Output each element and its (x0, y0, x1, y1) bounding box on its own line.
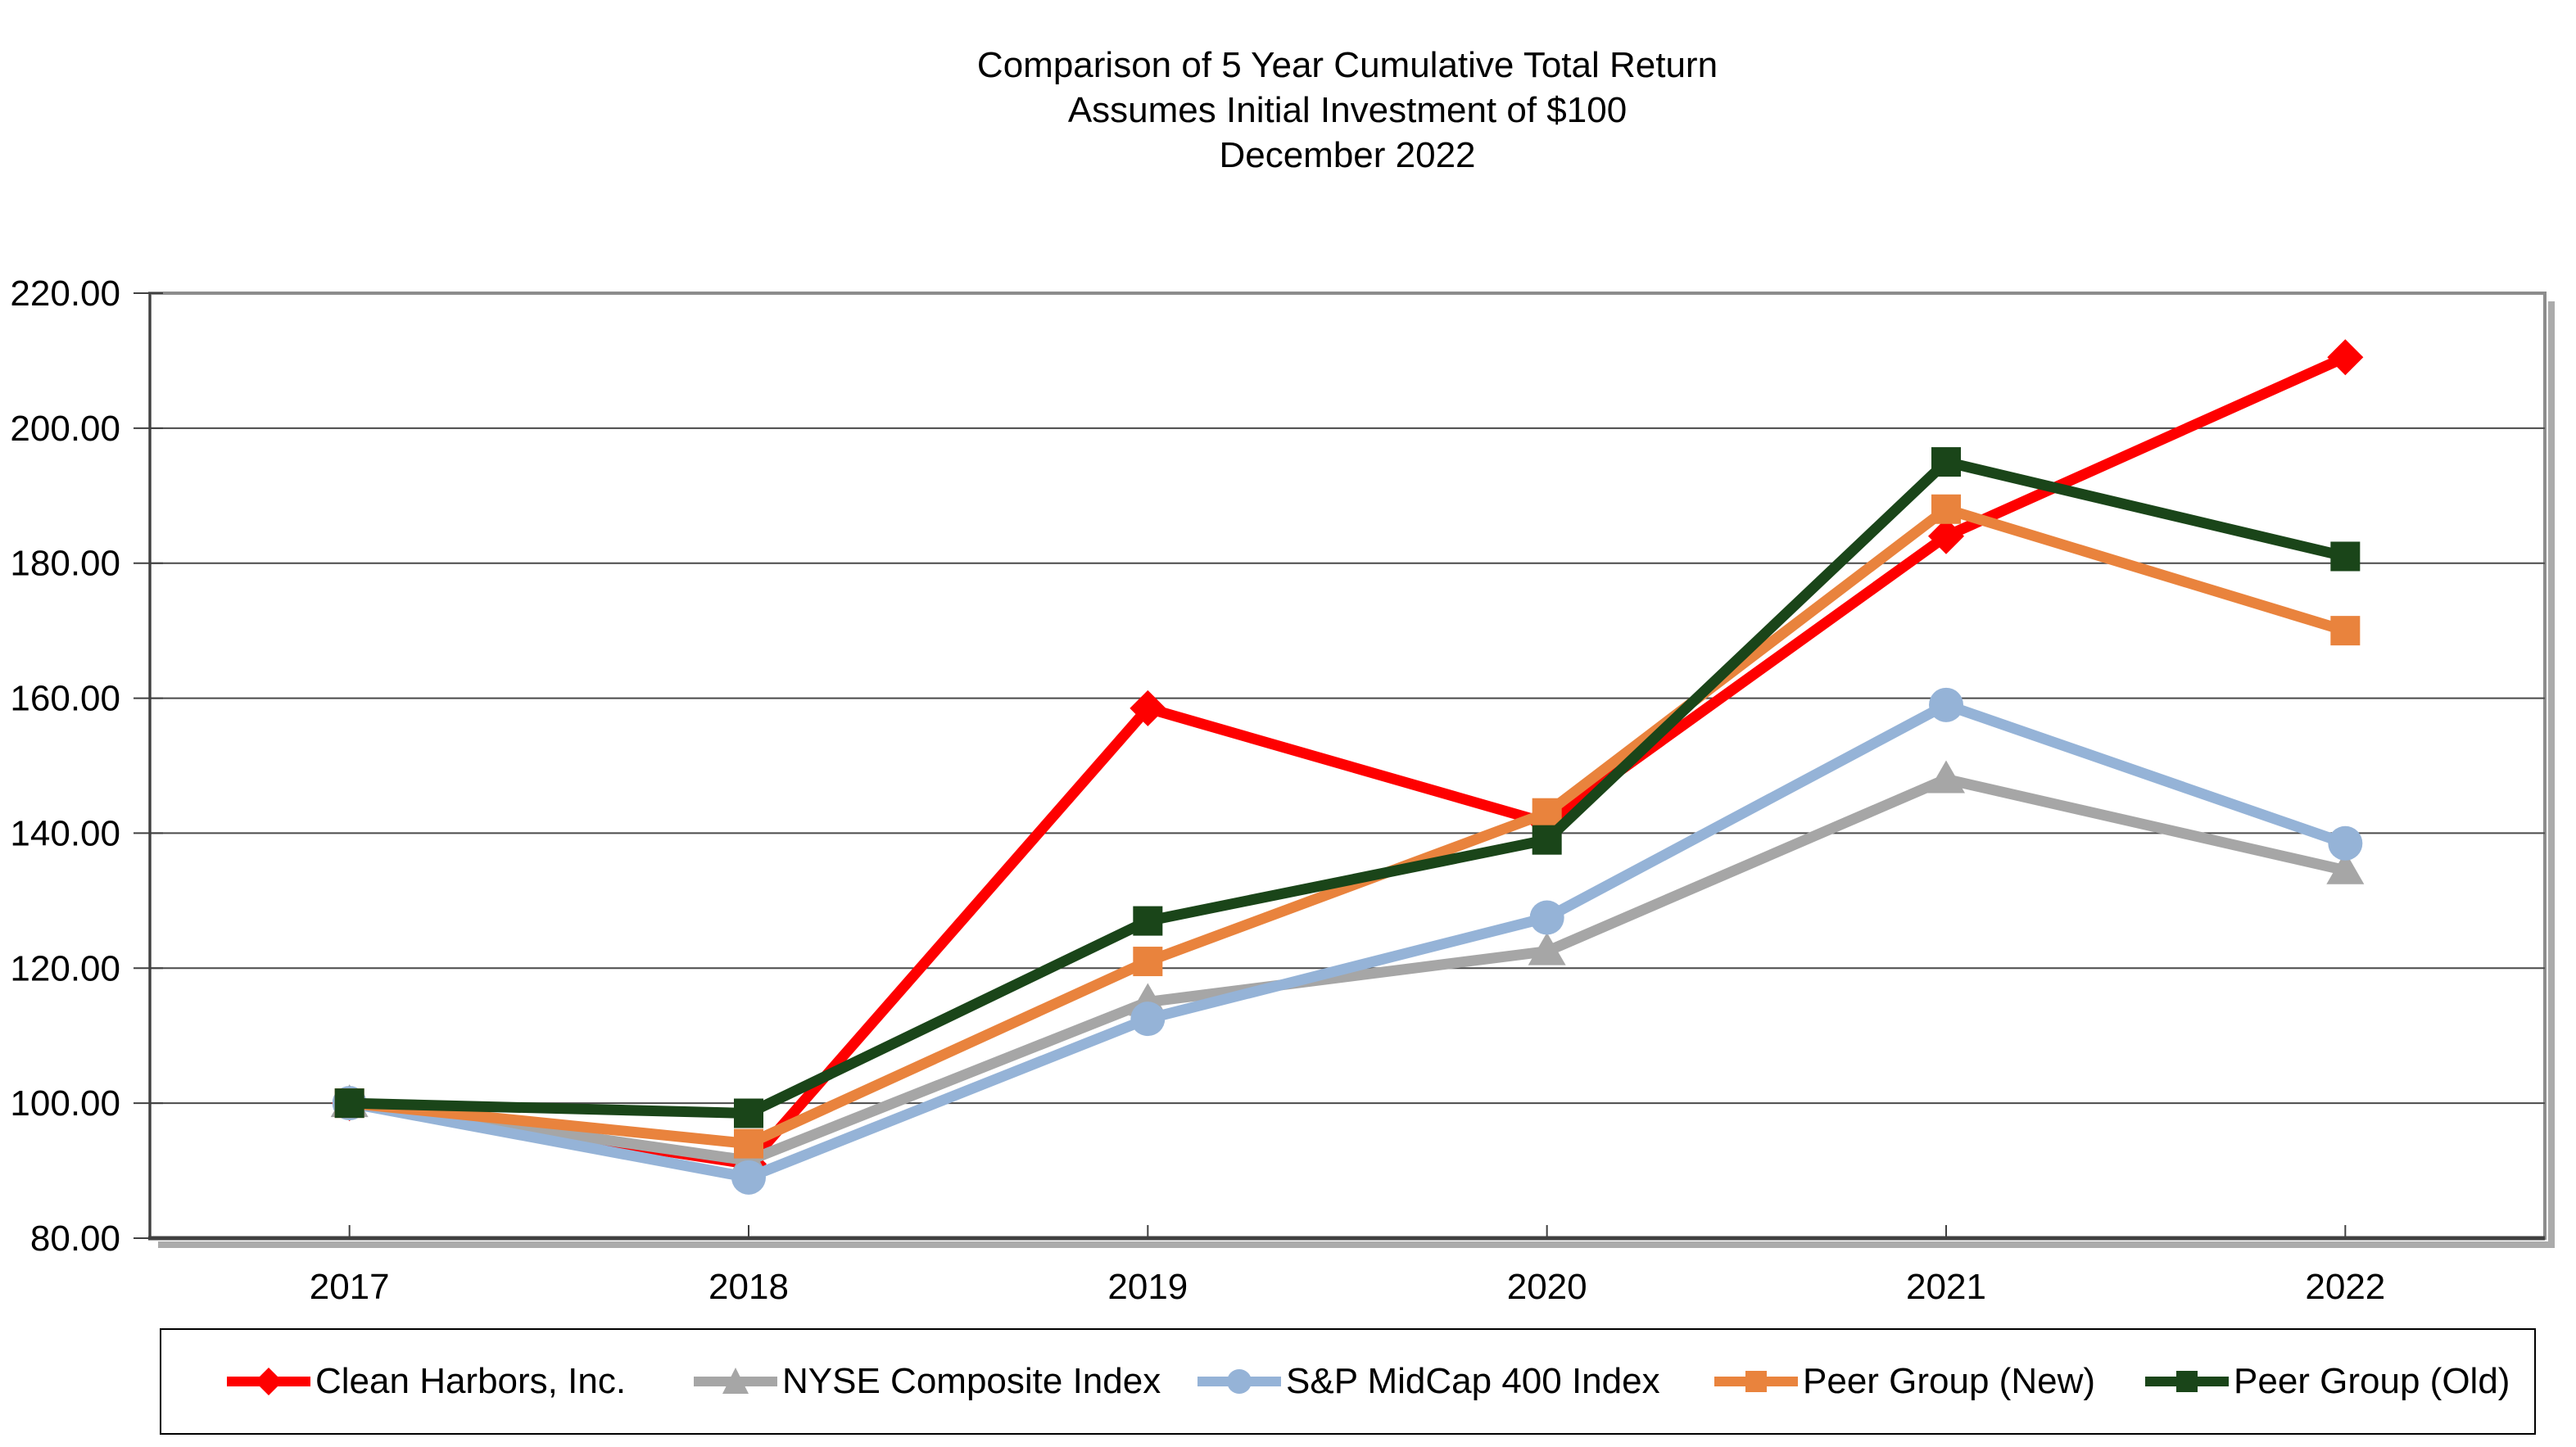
series-marker-square (1931, 494, 1961, 524)
series-marker-diamond (1928, 518, 1964, 554)
series-marker-circle (1130, 1002, 1166, 1037)
series-marker-circle (1929, 687, 1963, 722)
series-line (349, 503, 2347, 1150)
series-marker-triangle (1528, 932, 1566, 965)
series-marker-triangle (2326, 851, 2365, 884)
x-tick-label: 2021 (1906, 1267, 1986, 1307)
chart-title-line-2: Assumes Initial Investment of $100 (1067, 90, 1628, 130)
series-line (349, 455, 2347, 1119)
series-marker-diamond (2327, 339, 2364, 376)
chart-title-line-3: December 2022 (1219, 135, 1476, 175)
series-marker-circle (2328, 825, 2363, 861)
series-marker-square (2330, 616, 2361, 646)
legend-marker-square-icon (1714, 1371, 1798, 1392)
y-tick-label: 220.00 (10, 274, 120, 314)
legend-marker-square-icon (2145, 1371, 2229, 1392)
series-marker-square (2330, 541, 2361, 572)
y-tick-label: 140.00 (10, 813, 120, 853)
legend-marker-triangle-icon (694, 1368, 777, 1394)
legend-label: Peer Group (New) (1803, 1361, 2096, 1401)
legend-item: Clean Harbors, Inc. (227, 1330, 626, 1433)
x-tick-label: 2018 (709, 1267, 789, 1307)
series-marker-square (734, 1128, 763, 1159)
series-marker-triangle (1927, 760, 1965, 794)
y-tick-label: 100.00 (10, 1083, 120, 1124)
x-tick-label: 2017 (310, 1267, 390, 1307)
legend-label: S&P MidCap 400 Index (1286, 1361, 1660, 1401)
x-tick-label: 2020 (1507, 1267, 1587, 1307)
legend-label: NYSE Composite Index (782, 1361, 1161, 1401)
series-marker-square (1133, 947, 1163, 977)
legend-label: Clean Harbors, Inc. (315, 1361, 627, 1401)
legend-marker-circle-icon (1197, 1369, 1281, 1394)
plot-shadow-bottom (158, 1241, 2555, 1248)
series-marker-square (734, 1098, 763, 1128)
series-marker-diamond (1130, 690, 1166, 726)
series-marker-square (1532, 798, 1562, 828)
series-marker-square (1133, 906, 1163, 936)
chart-title-line-1: Comparison of 5 Year Cumulative Total Re… (976, 45, 1718, 85)
plot-shadow-right (2548, 301, 2555, 1248)
series-marker-square (334, 1088, 364, 1119)
series-line (348, 699, 2347, 1183)
y-tick-label: 80.00 (30, 1219, 120, 1259)
y-tick-label: 160.00 (10, 679, 120, 719)
series-marker-circle (731, 1160, 766, 1195)
series-marker-square (1931, 447, 1961, 477)
legend-label: Peer Group (Old) (2234, 1361, 2510, 1401)
y-tick-label: 200.00 (10, 409, 120, 449)
chart-legend: Clean Harbors, Inc. NYSE Composite Index S… (160, 1328, 2536, 1435)
legend-item: S&P MidCap 400 Index (1197, 1330, 1660, 1433)
legend-item: Peer Group (New) (1714, 1330, 2095, 1433)
series-marker-square (1532, 825, 1562, 855)
legend-marker-diamond-icon (227, 1368, 310, 1395)
y-tick-label: 180.00 (10, 544, 120, 584)
series-marker-circle (1529, 900, 1564, 935)
x-tick-label: 2022 (2305, 1267, 2385, 1307)
x-tick-label: 2019 (1107, 1267, 1188, 1307)
series-line (348, 773, 2347, 1166)
chart-title: Comparison of 5 Year Cumulative Total Re… (150, 43, 2545, 178)
legend-item: NYSE Composite Index (694, 1330, 1161, 1433)
y-tick-label: 120.00 (10, 948, 120, 988)
legend-item: Peer Group (Old) (2145, 1330, 2510, 1433)
